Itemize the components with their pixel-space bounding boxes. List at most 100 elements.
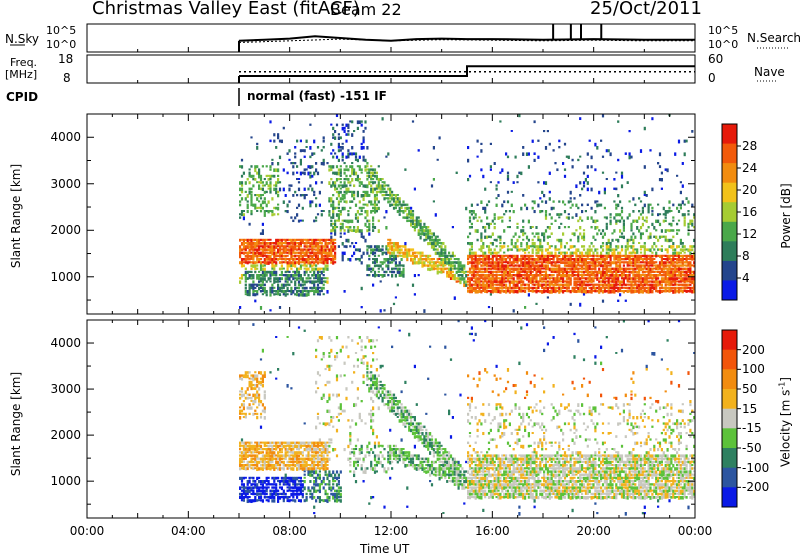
- data-cell: [268, 445, 270, 448]
- data-cell: [615, 264, 617, 267]
- data-cell: [551, 271, 553, 273]
- data-cell: [665, 216, 667, 218]
- data-cell: [368, 258, 370, 260]
- data-cell: [292, 165, 294, 168]
- data-cell: [245, 496, 247, 498]
- data-cell: [537, 232, 539, 234]
- data-cell: [247, 252, 249, 256]
- data-cell: [686, 248, 688, 250]
- data-cell: [262, 181, 264, 183]
- data-cell: [243, 493, 245, 495]
- data-cell: [587, 271, 589, 274]
- data-cell: [625, 252, 627, 256]
- data-cell: [304, 458, 306, 461]
- data-cell: [290, 268, 292, 270]
- data-cell: [296, 464, 298, 466]
- data-cell: [376, 261, 378, 263]
- data-cell: [534, 152, 536, 155]
- data-cell: [684, 261, 686, 263]
- data-cell: [380, 309, 382, 312]
- data-cell: [378, 184, 380, 188]
- data-cell: [285, 261, 287, 263]
- data-cell: [328, 410, 330, 414]
- data-cell: [285, 293, 287, 297]
- data-cell: [332, 223, 334, 225]
- data-cell: [254, 264, 256, 268]
- data-cell: [361, 143, 363, 145]
- data-cell: [687, 284, 689, 287]
- data-cell: [281, 239, 283, 242]
- data-cell: [307, 188, 309, 191]
- data-cell: [516, 277, 518, 280]
- data-cell: [478, 216, 480, 218]
- data-cell: [395, 204, 397, 207]
- data-cell: [638, 280, 640, 282]
- data-cell: [598, 268, 600, 271]
- data-cell: [262, 280, 264, 283]
- data-cell: [632, 239, 634, 242]
- data-cell: [532, 271, 534, 273]
- data-cell: [304, 445, 306, 447]
- data-cell: [300, 172, 302, 176]
- data-cell: [682, 268, 684, 271]
- data-cell: [245, 397, 247, 400]
- data-cell: [319, 461, 321, 463]
- data-cell: [319, 277, 321, 280]
- data-cell: [283, 274, 285, 276]
- data-cell: [288, 454, 290, 457]
- data-cell: [649, 236, 651, 239]
- data-cell: [632, 255, 634, 258]
- data-cell: [687, 261, 689, 265]
- data-cell: [490, 242, 492, 244]
- data-cell: [256, 394, 258, 397]
- data-cell: [315, 442, 317, 445]
- data-cell: [604, 188, 606, 191]
- data-cell: [478, 271, 480, 273]
- data-cell: [522, 255, 524, 259]
- data-cell: [575, 264, 577, 268]
- data-cell: [361, 287, 363, 290]
- data-cell: [315, 239, 317, 242]
- data-cell: [412, 210, 414, 212]
- data-cell: [290, 248, 292, 251]
- data-cell: [501, 268, 503, 271]
- data-cell: [279, 448, 281, 451]
- data-cell: [277, 477, 279, 480]
- data-cell: [252, 458, 254, 460]
- data-cell: [416, 252, 418, 254]
- data-cell: [279, 268, 281, 271]
- data-cell: [687, 268, 689, 271]
- data-cell: [323, 454, 325, 457]
- data-cell: [505, 261, 507, 263]
- data-cell: [471, 290, 473, 293]
- data-cell: [661, 229, 663, 233]
- data-cell: [532, 280, 534, 283]
- data-cell: [596, 274, 598, 277]
- data-cell: [425, 236, 427, 239]
- data-cell: [613, 284, 615, 288]
- data-cell: [332, 165, 334, 168]
- data-cell: [298, 258, 300, 261]
- data-cell: [448, 255, 450, 257]
- data-cell: [269, 210, 271, 212]
- data-cell: [606, 248, 608, 250]
- data-cell: [334, 252, 336, 255]
- data-cell: [682, 290, 684, 293]
- data-cell: [275, 245, 277, 249]
- data-cell: [249, 188, 251, 191]
- data-cell: [368, 226, 370, 230]
- data-cell: [323, 464, 325, 467]
- data-cell: [581, 210, 583, 213]
- data-cell: [492, 274, 494, 278]
- data-cell: [340, 374, 342, 377]
- data-cell: [374, 181, 376, 183]
- data-cell: [319, 496, 321, 500]
- data-cell: [243, 252, 245, 255]
- data-cell: [273, 133, 275, 136]
- data-cell: [534, 268, 536, 271]
- data-cell: [368, 229, 370, 231]
- data-cell: [273, 486, 275, 488]
- data-cell: [547, 284, 549, 286]
- data-cell: [615, 290, 617, 292]
- data-cell: [535, 274, 537, 277]
